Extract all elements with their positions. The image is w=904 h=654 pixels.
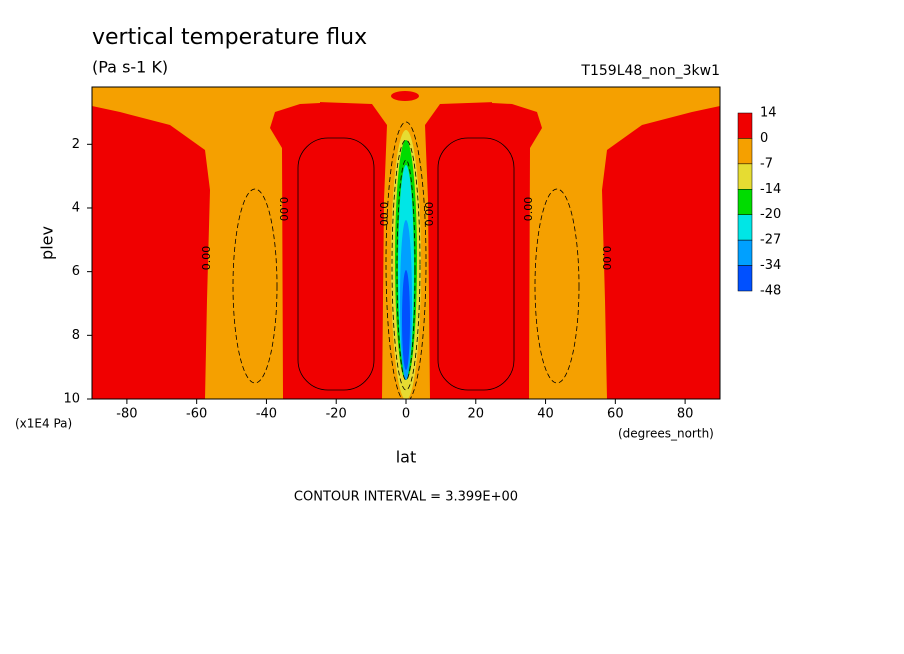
x-tick-label: -40: [256, 407, 277, 422]
x-tick-label: 40: [537, 407, 554, 422]
x-tick-label: 80: [677, 407, 694, 422]
colorbar-box: [737, 138, 753, 165]
colorbar-label: -14: [760, 182, 781, 197]
colorbar-label: -48: [760, 284, 781, 299]
contour-label: 0.00: [277, 197, 290, 222]
contour-label: 0.00: [600, 246, 613, 271]
colorbar-label: -27: [760, 233, 781, 248]
contour-lines: [232, 121, 580, 399]
colorbar-box: [737, 189, 753, 215]
colorbar-label: 14: [760, 106, 777, 121]
contour-label: 0.00: [200, 246, 213, 271]
y-tick-label: 10: [63, 392, 80, 407]
x-tick-label: 60: [607, 407, 624, 422]
colorbar-label: -20: [760, 207, 781, 222]
colorbar-box: [737, 214, 753, 241]
region: [402, 270, 410, 370]
y-tick-label: 2: [72, 137, 80, 152]
y-axis-label: plev: [38, 226, 57, 260]
footnote: CONTOUR INTERVAL = 3.399E+00: [294, 490, 518, 505]
y-tick-label: 8: [72, 328, 80, 343]
x-tick-label: 0: [402, 407, 410, 422]
chart-subtitle: (Pa s-1 K): [92, 58, 168, 77]
colorbar-label: -7: [760, 156, 773, 171]
contour-field: [92, 87, 720, 399]
chart-title: vertical temperature flux: [92, 25, 367, 50]
region: [92, 87, 320, 399]
colorbar-box: [737, 239, 753, 266]
colorbar-label: 0: [760, 131, 768, 146]
colorbar-label: -34: [760, 258, 781, 273]
region: [492, 87, 720, 399]
x-tick-label: -60: [186, 407, 207, 422]
colorbar-box: [737, 112, 753, 139]
contour-label: 0.00: [377, 202, 390, 227]
x-tick-label: -80: [116, 407, 137, 422]
region: [391, 91, 419, 101]
colorbar-box: [737, 163, 753, 190]
colorbar-box: [737, 265, 753, 292]
y-tick-label: 6: [72, 264, 80, 279]
run-label: T159L48_non_3kw1: [580, 63, 720, 79]
x-tick-label: 20: [468, 407, 485, 422]
y-tick-label: 4: [72, 200, 80, 215]
y-unit: (x1E4 Pa): [15, 417, 72, 431]
x-tick-label: -20: [326, 407, 347, 422]
x-unit: (degrees_north): [618, 427, 714, 441]
x-axis-label: lat: [396, 448, 417, 467]
contour-label: 0.00: [522, 197, 535, 222]
contour-label: 0.00: [423, 202, 436, 227]
